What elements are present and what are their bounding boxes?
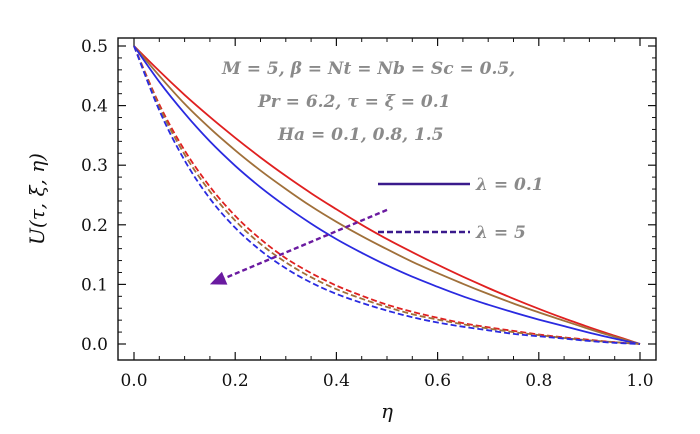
series-line-dashed-5 bbox=[133, 45, 641, 345]
y-tick-label: 0.2 bbox=[81, 216, 108, 236]
y-tick-label: 0.3 bbox=[81, 156, 108, 176]
annotation-line-3: Ha = 0.1, 0.8, 1.5 bbox=[277, 125, 444, 145]
x-tick-label: 0.8 bbox=[525, 371, 552, 391]
series-line-dashed-4 bbox=[133, 45, 641, 345]
trend-arrow-head bbox=[209, 271, 228, 285]
legend: λ = 0.1 λ = 5 bbox=[378, 175, 544, 243]
series-line-solid-3 bbox=[133, 45, 641, 345]
y-tick-label: 0.0 bbox=[81, 335, 108, 355]
x-tick-label: 0.0 bbox=[120, 371, 147, 391]
legend-label-solid: λ = 0.1 bbox=[475, 175, 544, 195]
x-axis-label: η bbox=[381, 399, 393, 423]
annotation-line-1: M = 5, β = Nt = Nb = Sc = 0.5, bbox=[221, 59, 515, 79]
y-tick-label: 0.4 bbox=[81, 97, 108, 117]
y-axis-label: U(τ, ξ, η) bbox=[25, 153, 49, 245]
x-tick-label: 1.0 bbox=[626, 371, 653, 391]
series-layer bbox=[133, 45, 641, 345]
legend-label-dashed: λ = 5 bbox=[475, 223, 526, 243]
y-tick-label: 0.5 bbox=[81, 37, 108, 57]
axes-layer: 0.0 0.2 0.4 0.6 0.8 1.0 0.0 0.1 0.2 0.3 0.4 0.5 η U(τ… bbox=[25, 37, 657, 423]
trend-arrow bbox=[209, 208, 388, 285]
x-tick-label: 0.2 bbox=[222, 371, 249, 391]
trend-arrow-shaft bbox=[224, 208, 388, 280]
annotation-layer: M = 5, β = Nt = Nb = Sc = 0.5, Pr = 6.2,… bbox=[221, 59, 515, 145]
y-tick-label: 0.1 bbox=[81, 275, 108, 295]
plot-frame bbox=[117, 37, 657, 361]
x-tick-label: 0.6 bbox=[424, 371, 451, 391]
series-line-dashed-6 bbox=[133, 45, 641, 345]
series-line-solid-1 bbox=[133, 45, 641, 345]
annotation-line-2: Pr = 6.2, τ = ξ = 0.1 bbox=[257, 92, 450, 112]
series-line-solid-2 bbox=[133, 45, 641, 345]
x-tick-label: 0.4 bbox=[323, 371, 350, 391]
